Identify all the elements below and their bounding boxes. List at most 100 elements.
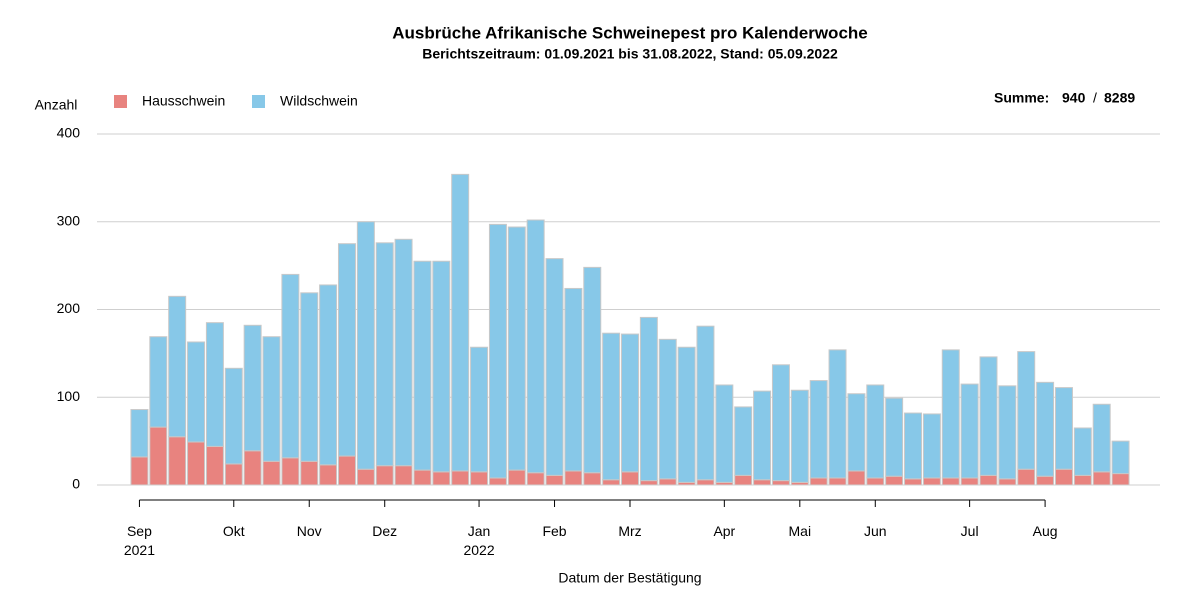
chart-subtitle: Berichtszeitraum: 01.09.2021 bis 31.08.2… <box>422 46 838 62</box>
bar <box>583 472 602 486</box>
bar <box>1092 471 1111 486</box>
x-tick-label: Jul <box>961 523 979 539</box>
bar <box>885 397 904 477</box>
bar <box>790 389 809 483</box>
x-tick-label: Aug <box>1033 523 1058 539</box>
bar <box>375 465 394 486</box>
bar <box>904 478 923 486</box>
bar <box>979 356 998 476</box>
x-tick-label: Okt <box>223 523 245 539</box>
bar <box>545 258 564 476</box>
bar <box>1092 403 1111 473</box>
bar <box>319 284 338 466</box>
x-tick-label: Apr <box>713 523 735 539</box>
bar <box>375 242 394 467</box>
bar <box>734 474 753 486</box>
bar <box>1017 351 1036 470</box>
bar <box>281 273 300 459</box>
bar <box>1073 427 1092 476</box>
bar <box>394 238 413 467</box>
bar <box>224 463 243 486</box>
bar <box>602 332 621 481</box>
bar <box>753 390 772 481</box>
bar <box>621 333 639 473</box>
bar <box>168 436 187 486</box>
bar <box>187 341 206 443</box>
x-tick-label: Nov <box>297 523 322 539</box>
summary: Summe: 940 / 8289 <box>994 90 1135 106</box>
bar <box>470 346 489 473</box>
bar <box>1111 473 1130 486</box>
bar <box>413 469 432 486</box>
bar <box>979 474 998 486</box>
bar <box>564 470 583 486</box>
bar <box>168 295 187 438</box>
summary-separator: / <box>1093 90 1097 106</box>
bar <box>526 219 545 474</box>
bar <box>621 471 639 486</box>
bar <box>583 266 602 474</box>
x-tick-label: Feb <box>542 523 566 539</box>
bar <box>413 260 432 471</box>
x-axis-label: Datum der Bestätigung <box>558 570 701 586</box>
bar <box>941 477 960 486</box>
bar <box>432 260 451 473</box>
bar <box>922 477 941 486</box>
y-tick-label: 100 <box>57 388 81 404</box>
bar <box>507 226 526 471</box>
bar <box>300 292 319 462</box>
bar <box>998 478 1017 486</box>
x-tick-label: Jun <box>864 523 887 539</box>
bar <box>488 223 507 479</box>
bar <box>809 380 828 479</box>
bar <box>281 457 300 486</box>
bar <box>394 465 413 486</box>
bar <box>470 471 489 486</box>
bar <box>885 475 904 486</box>
bar <box>1017 468 1036 486</box>
legend-label: Hausschwein <box>142 93 225 109</box>
bar <box>960 477 979 486</box>
bar <box>1036 381 1055 477</box>
bar <box>696 479 715 486</box>
bar <box>526 472 545 486</box>
x-tick-label: Sep 2021 <box>124 523 155 558</box>
bar <box>847 393 866 472</box>
bar <box>771 480 790 486</box>
bar <box>715 384 734 483</box>
bar <box>300 460 319 486</box>
bar <box>451 470 470 486</box>
bar <box>734 406 753 476</box>
bar <box>866 477 885 486</box>
bar <box>488 477 507 486</box>
bar <box>451 173 470 472</box>
bar <box>1036 475 1055 486</box>
bar <box>319 464 338 486</box>
bar <box>866 384 885 479</box>
chart-title: Ausbrüche Afrikanische Schweinepest pro … <box>392 23 868 42</box>
bar <box>507 469 526 486</box>
x-tick-label: Mrz <box>618 523 641 539</box>
legend-label: Wildschwein <box>280 93 358 109</box>
bar <box>809 477 828 486</box>
summary-label: Summe: <box>994 90 1049 106</box>
bar <box>828 349 847 479</box>
y-tick-label: 400 <box>57 125 81 141</box>
bar <box>130 409 149 458</box>
bar <box>828 477 847 486</box>
x-tick-label: Mai <box>789 523 812 539</box>
bar <box>847 470 866 486</box>
legend-swatch <box>252 95 265 108</box>
bar <box>262 460 281 486</box>
bar <box>337 455 356 486</box>
bar <box>205 445 224 486</box>
bar <box>243 450 262 486</box>
bar <box>130 456 149 486</box>
bar <box>224 367 243 465</box>
bar <box>658 478 677 486</box>
x-tick-label: Jan 2022 <box>463 523 494 558</box>
y-tick-label: 300 <box>57 212 81 228</box>
bar <box>941 349 960 479</box>
bar <box>564 287 583 472</box>
